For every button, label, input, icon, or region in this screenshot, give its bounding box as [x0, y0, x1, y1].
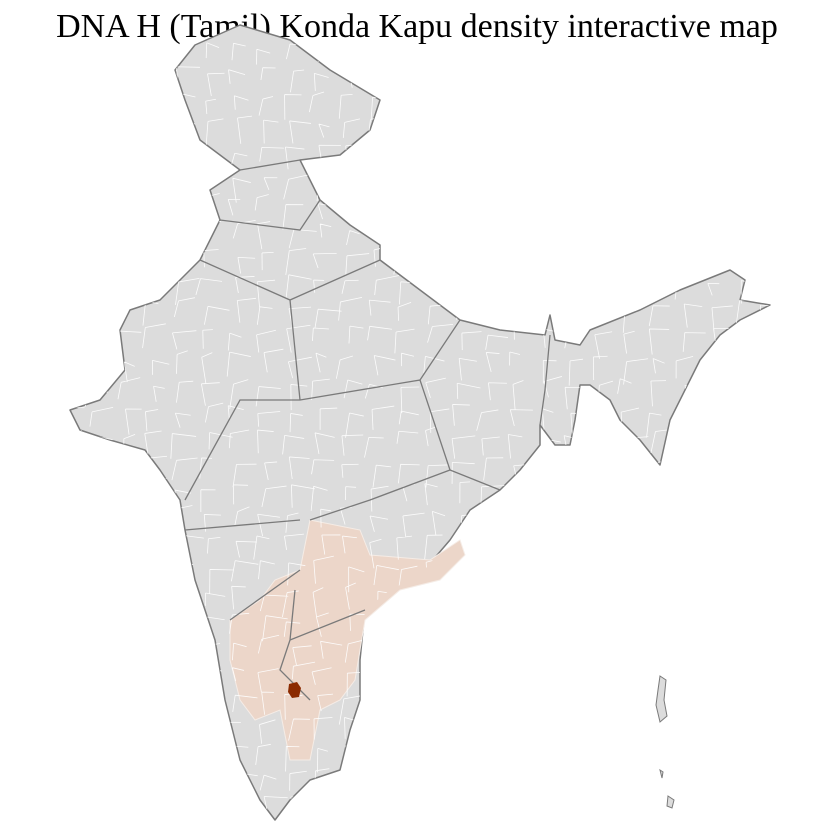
- high-density-district[interactable]: [288, 682, 301, 698]
- state-borders: [184, 159, 551, 701]
- map-title: DNA H (Tamil) Konda Kapu density interac…: [56, 8, 778, 45]
- india-outline[interactable]: [69, 24, 771, 821]
- andaman-islands: [655, 675, 675, 809]
